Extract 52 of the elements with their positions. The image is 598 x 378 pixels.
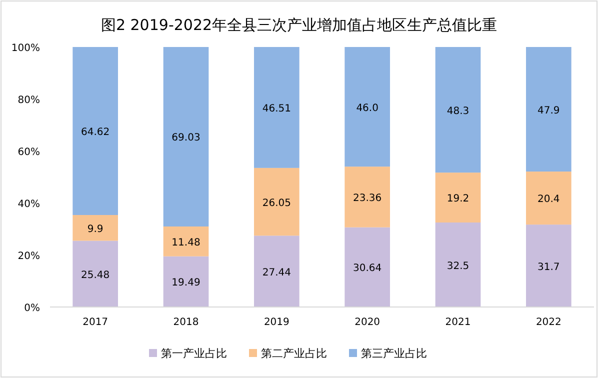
- bar: [72, 215, 118, 241]
- y-tick-label: 80%: [18, 95, 40, 106]
- bar: [526, 47, 572, 172]
- text: 69.03: [172, 132, 200, 144]
- y-tick-label: 100%: [11, 43, 40, 54]
- text: 19.2: [446, 194, 470, 205]
- text: 11.48: [172, 237, 200, 248]
- legend-label: 第三产业占比: [361, 347, 427, 360]
- y-tick-label: 40%: [18, 199, 40, 210]
- bar: [344, 47, 390, 167]
- text: 64.62: [81, 127, 110, 138]
- bar: [254, 236, 300, 307]
- text: 30.64: [353, 263, 382, 274]
- bar: [72, 47, 118, 216]
- chart-title: 图2 2019-2022年全县三次产业增加值占地区生产总值比重: [100, 16, 498, 34]
- y-tick-label: 0%: [24, 303, 40, 314]
- text: 20.4: [538, 194, 560, 206]
- x-tick-label: 2021: [445, 317, 471, 328]
- bar: [163, 47, 209, 226]
- bar: [163, 226, 209, 256]
- text: 31.7: [538, 262, 560, 273]
- bar: [344, 227, 390, 307]
- bar: [435, 172, 481, 222]
- text: 46.0: [356, 102, 378, 114]
- text: 25.48: [81, 270, 110, 281]
- bar: [526, 172, 572, 225]
- text: 9.9: [87, 224, 104, 235]
- legend-label: 第二产业占比: [261, 347, 327, 360]
- bar: [163, 256, 209, 307]
- x-tick-label: 2019: [264, 317, 290, 328]
- bar: [526, 224, 572, 307]
- bar: [435, 47, 481, 173]
- text: 47.9: [538, 105, 560, 116]
- text: 32.5: [446, 260, 470, 272]
- bar: [435, 222, 481, 307]
- bar: [254, 168, 300, 236]
- text: 46.51: [262, 103, 291, 114]
- bar: [72, 240, 118, 307]
- y-tick-label: 60%: [18, 147, 40, 158]
- text: 27.44: [262, 267, 291, 278]
- x-tick-label: 2022: [536, 317, 562, 328]
- legend-label: 第一产业占比: [161, 347, 227, 360]
- bar: [344, 166, 390, 228]
- text: 23.36: [353, 192, 382, 204]
- y-tick-label: 20%: [18, 251, 40, 262]
- text: 26.05: [262, 198, 291, 209]
- x-tick-label: 2020: [354, 317, 380, 328]
- x-tick-label: 2018: [173, 317, 199, 328]
- text: 48.3: [446, 106, 470, 117]
- text: 19.49: [172, 278, 200, 289]
- bar: [254, 47, 300, 168]
- x-tick-label: 2017: [82, 317, 108, 328]
